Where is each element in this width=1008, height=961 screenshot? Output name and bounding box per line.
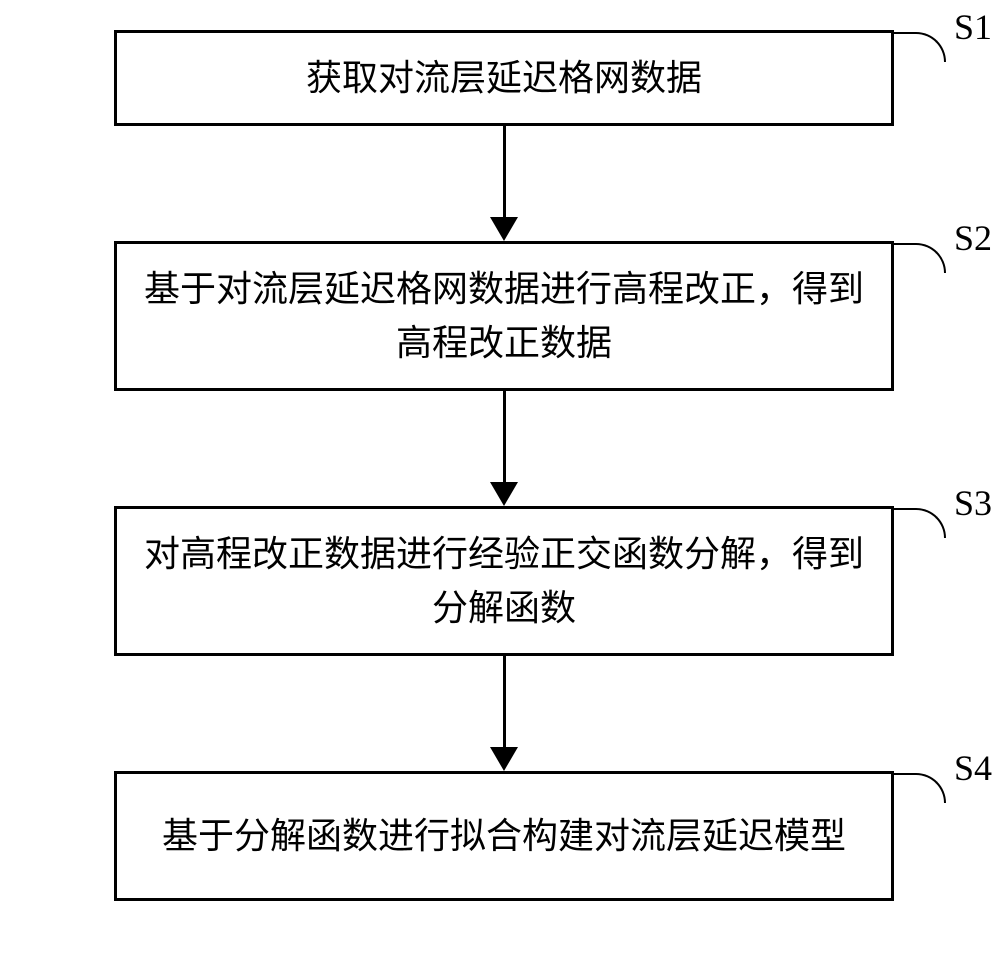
step-label-wrapper-s3: S3 [894, 506, 992, 538]
connector-curve [891, 32, 946, 62]
arrow-2 [490, 391, 518, 506]
step-row-1: 获取对流层延迟格网数据 S1 [20, 30, 988, 126]
arrow-head-icon [490, 747, 518, 771]
step-label-wrapper-s2: S2 [894, 241, 992, 273]
arrow-line [503, 126, 506, 217]
step-label-wrapper-s1: S1 [894, 30, 992, 62]
step-row-3: 对高程改正数据进行经验正交函数分解，得到分解函数 S3 [20, 506, 988, 656]
step-text: 获取对流层延迟格网数据 [306, 51, 702, 105]
step-box-s2: 基于对流层延迟格网数据进行高程改正，得到高程改正数据 [114, 241, 894, 391]
step-row-4: 基于分解函数进行拟合构建对流层延迟模型 S4 [20, 771, 988, 901]
arrow-line [503, 656, 506, 747]
connector-curve [891, 243, 946, 273]
step-row-2: 基于对流层延迟格网数据进行高程改正，得到高程改正数据 S2 [20, 241, 988, 391]
step-label-s1: S1 [954, 6, 992, 48]
step-box-s1: 获取对流层延迟格网数据 [114, 30, 894, 126]
step-label-s2: S2 [954, 217, 992, 259]
step-label-s4: S4 [954, 747, 992, 789]
arrow-3 [490, 656, 518, 771]
connector-curve [891, 508, 946, 538]
step-text: 基于对流层延迟格网数据进行高程改正，得到高程改正数据 [137, 262, 871, 370]
step-label-s3: S3 [954, 482, 992, 524]
arrow-head-icon [490, 482, 518, 506]
connector-curve [891, 773, 946, 803]
step-label-wrapper-s4: S4 [894, 771, 992, 803]
flowchart-container: 获取对流层延迟格网数据 S1 基于对流层延迟格网数据进行高程改正，得到高程改正数… [20, 30, 988, 901]
step-text: 基于分解函数进行拟合构建对流层延迟模型 [162, 809, 846, 863]
step-text: 对高程改正数据进行经验正交函数分解，得到分解函数 [137, 527, 871, 635]
arrow-1 [490, 126, 518, 241]
step-box-s3: 对高程改正数据进行经验正交函数分解，得到分解函数 [114, 506, 894, 656]
arrow-line [503, 391, 506, 482]
arrow-head-icon [490, 217, 518, 241]
step-box-s4: 基于分解函数进行拟合构建对流层延迟模型 [114, 771, 894, 901]
